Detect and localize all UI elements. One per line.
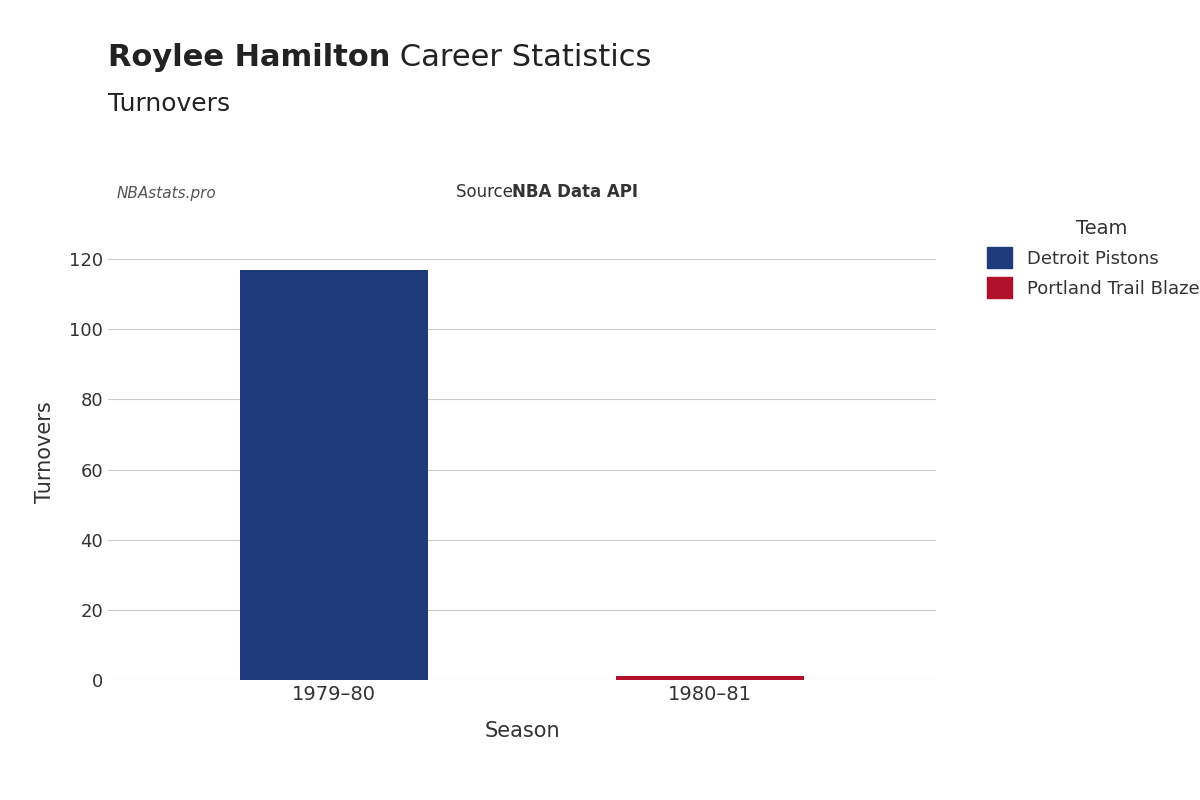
Text: NBA Data API: NBA Data API [512, 183, 638, 201]
Y-axis label: Turnovers: Turnovers [35, 401, 55, 503]
Text: NBAstats.pro: NBAstats.pro [116, 186, 216, 201]
X-axis label: Season: Season [484, 721, 560, 741]
Text: Roylee Hamilton: Roylee Hamilton [108, 43, 390, 72]
Legend: Detroit Pistons, Portland Trail Blazers: Detroit Pistons, Portland Trail Blazers [978, 210, 1200, 307]
Bar [240, 270, 428, 680]
Text: Turnovers: Turnovers [108, 92, 230, 116]
Bar [616, 677, 804, 680]
Text: Career Statistics: Career Statistics [390, 43, 652, 72]
Text: Source:: Source: [456, 183, 523, 201]
